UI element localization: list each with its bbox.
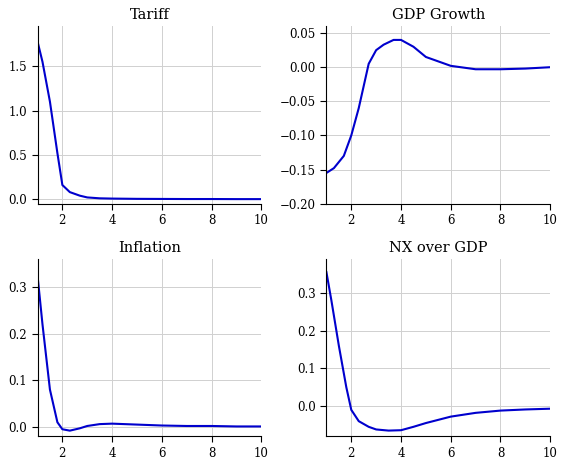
Title: Tariff: Tariff [130, 8, 169, 22]
Title: Inflation: Inflation [118, 241, 181, 255]
Title: GDP Growth: GDP Growth [392, 8, 485, 22]
Title: NX over GDP: NX over GDP [389, 241, 487, 255]
